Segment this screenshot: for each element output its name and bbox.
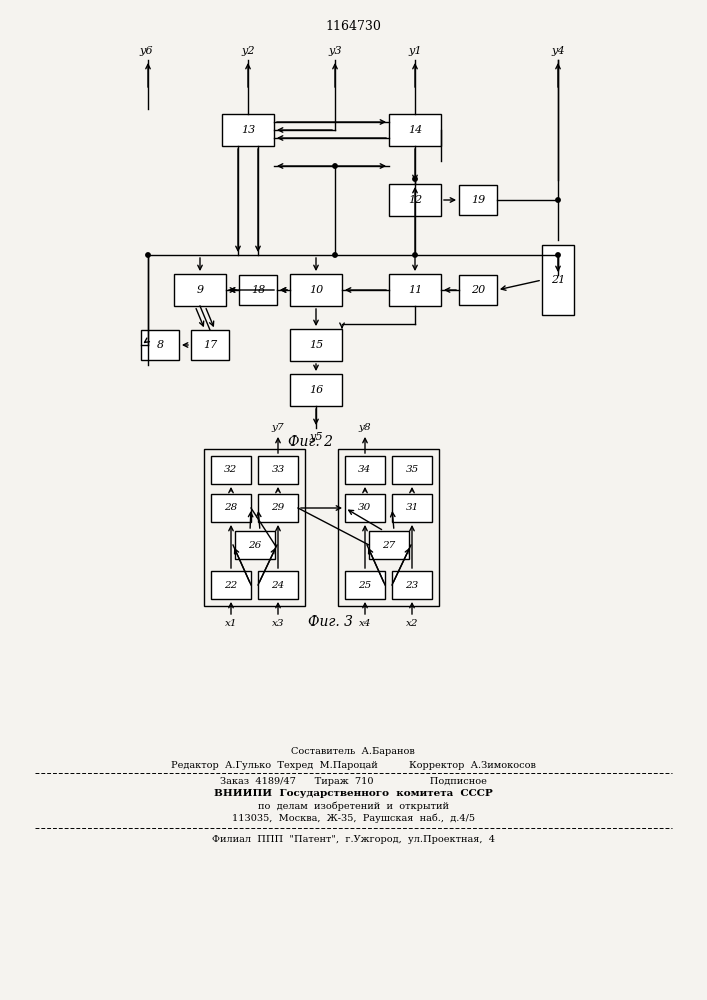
Bar	[389, 274, 441, 306]
Bar	[258, 456, 298, 484]
Bar	[290, 274, 342, 306]
Text: 113035,  Москва,  Ж-35,  Раушская  наб.,  д.4/5: 113035, Москва, Ж-35, Раушская наб., д.4…	[231, 813, 474, 823]
Text: у8: у8	[358, 423, 371, 432]
Text: Фиг. 3: Фиг. 3	[308, 615, 353, 629]
Text: 12: 12	[408, 195, 422, 205]
Text: у2: у2	[241, 46, 255, 56]
Text: 25: 25	[358, 580, 372, 589]
Text: 20: 20	[471, 285, 485, 295]
Text: 9: 9	[197, 285, 204, 295]
Text: 8: 8	[156, 340, 163, 350]
Text: 19: 19	[471, 195, 485, 205]
Text: 34: 34	[358, 466, 372, 475]
Text: 16: 16	[309, 385, 323, 395]
Bar	[338, 449, 439, 606]
Text: 33: 33	[271, 466, 285, 475]
Circle shape	[146, 253, 150, 257]
Text: 17: 17	[203, 340, 217, 350]
Text: по  делам  изобретений  и  открытий: по делам изобретений и открытий	[257, 801, 448, 811]
Text: 21: 21	[551, 275, 565, 285]
Bar	[389, 184, 441, 216]
Bar	[392, 571, 432, 599]
Text: ВНИИПИ  Государственного  комитета  СССР: ВНИИПИ Государственного комитета СССР	[214, 790, 492, 798]
Bar	[290, 329, 342, 361]
Bar	[235, 531, 275, 559]
Bar	[211, 571, 251, 599]
Bar	[345, 571, 385, 599]
Text: у1: у1	[408, 46, 422, 56]
Bar	[392, 494, 432, 522]
Circle shape	[556, 253, 560, 257]
Text: 28: 28	[224, 504, 238, 512]
Circle shape	[333, 164, 337, 168]
Bar	[258, 494, 298, 522]
Bar	[345, 456, 385, 484]
Text: 14: 14	[408, 125, 422, 135]
Bar	[204, 449, 305, 606]
Bar	[211, 494, 251, 522]
Text: у3: у3	[328, 46, 341, 56]
Bar	[141, 330, 179, 360]
Text: 11: 11	[408, 285, 422, 295]
Text: у5: у5	[309, 432, 323, 442]
Text: Редактор  А.Гулько  Техред  М.Пароцай          Корректор  А.Зимокосов: Редактор А.Гулько Техред М.Пароцай Корре…	[170, 760, 535, 770]
Bar	[345, 494, 385, 522]
Text: х3: х3	[271, 619, 284, 628]
Text: Фиг. 2: Фиг. 2	[288, 435, 332, 449]
Bar	[239, 275, 277, 305]
Text: у4: у4	[551, 46, 565, 56]
Bar	[392, 456, 432, 484]
Text: х4: х4	[358, 619, 371, 628]
Bar	[211, 456, 251, 484]
Text: 13: 13	[241, 125, 255, 135]
Circle shape	[333, 253, 337, 257]
Bar	[222, 114, 274, 146]
Text: 18: 18	[251, 285, 265, 295]
Bar	[542, 245, 574, 315]
Text: 32: 32	[224, 466, 238, 475]
Text: у6: у6	[139, 46, 153, 56]
Text: 31: 31	[405, 504, 419, 512]
Text: 24: 24	[271, 580, 285, 589]
Text: 15: 15	[309, 340, 323, 350]
Text: 35: 35	[405, 466, 419, 475]
Bar	[258, 571, 298, 599]
Text: Заказ  4189/47      Тираж  710                  Подписное: Заказ 4189/47 Тираж 710 Подписное	[220, 778, 486, 786]
Bar	[459, 275, 497, 305]
Text: 30: 30	[358, 504, 372, 512]
Text: х2: х2	[406, 619, 419, 628]
Bar	[369, 531, 409, 559]
Text: 29: 29	[271, 504, 285, 512]
Text: Филиал  ППП  "Патент",  г.Ужгород,  ул.Проектная,  4: Филиал ППП "Патент", г.Ужгород, ул.Проек…	[211, 834, 494, 844]
Text: 23: 23	[405, 580, 419, 589]
Circle shape	[556, 198, 560, 202]
Text: 26: 26	[248, 540, 262, 550]
Bar	[191, 330, 229, 360]
Bar	[290, 374, 342, 406]
Bar	[459, 185, 497, 215]
Text: 1164730: 1164730	[325, 20, 381, 33]
Text: 27: 27	[382, 540, 396, 550]
Text: Составитель  А.Баранов: Составитель А.Баранов	[291, 748, 415, 756]
Text: у7: у7	[271, 423, 284, 432]
Bar	[174, 274, 226, 306]
Text: 22: 22	[224, 580, 238, 589]
Circle shape	[413, 253, 417, 257]
Text: 10: 10	[309, 285, 323, 295]
Bar	[389, 114, 441, 146]
Text: х1: х1	[225, 619, 238, 628]
Circle shape	[413, 177, 417, 181]
